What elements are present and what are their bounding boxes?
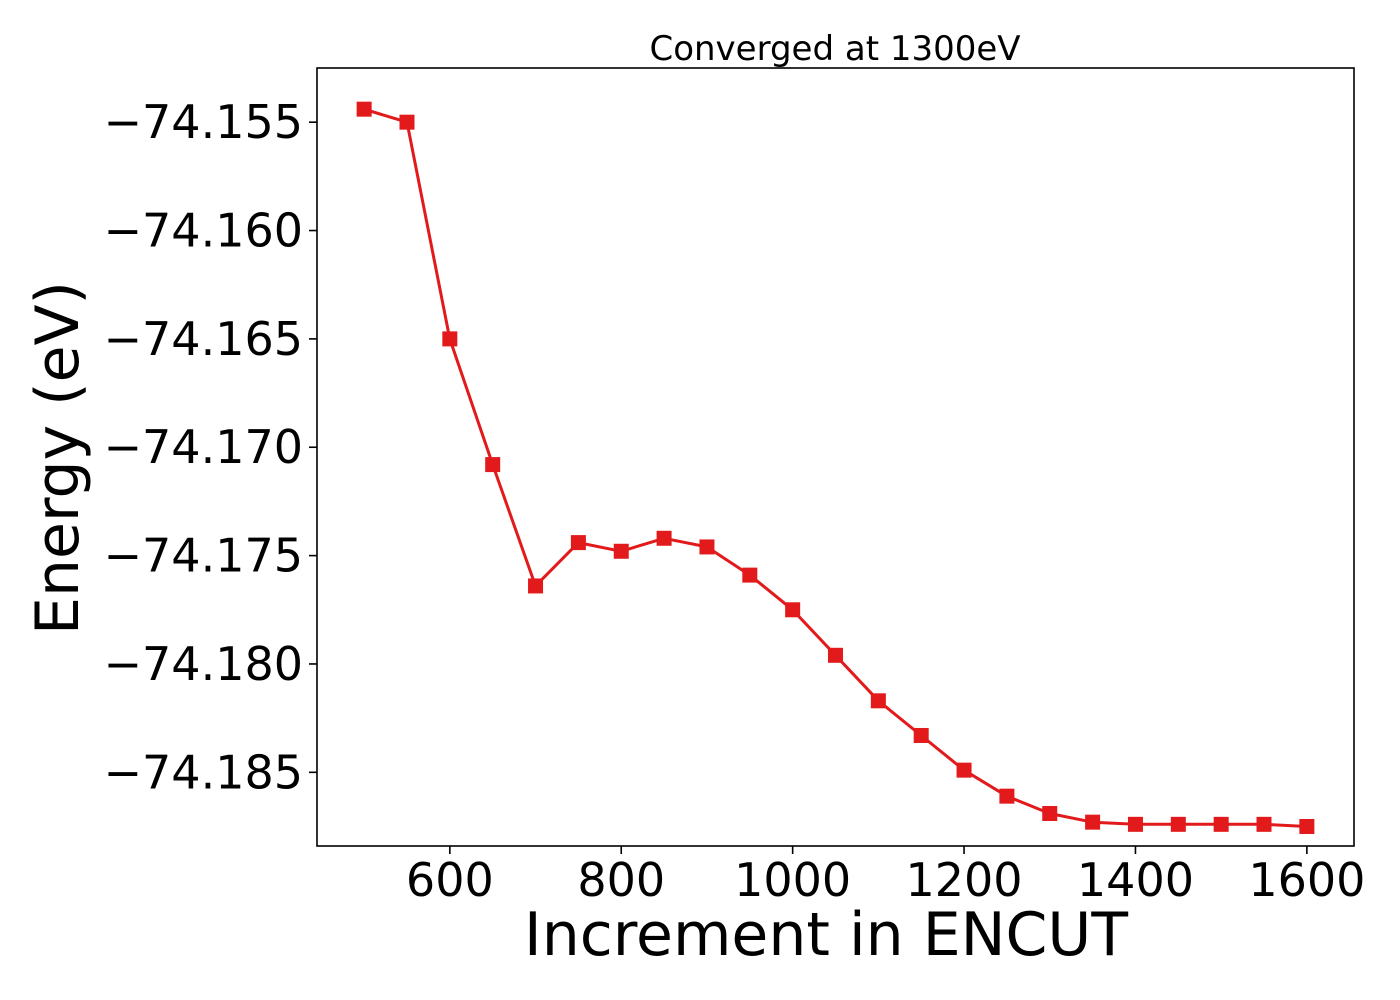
data-point-marker <box>485 457 501 473</box>
data-point-marker <box>1042 805 1058 821</box>
x-tick-label: 800 <box>577 853 665 907</box>
data-point-marker <box>1299 818 1315 834</box>
data-point-marker <box>828 647 843 663</box>
y-tick-label: −74.155 <box>104 95 304 149</box>
data-point-marker <box>356 101 372 117</box>
y-tick-label: −74.170 <box>104 420 304 474</box>
data-point-marker <box>870 693 886 709</box>
x-axis-label: Increment in ENCUT <box>524 900 1128 970</box>
y-tick-label: −74.160 <box>104 204 304 258</box>
plot-frame <box>316 67 1355 847</box>
x-tick-label: 1200 <box>906 853 1023 907</box>
y-tick-label: −74.185 <box>104 745 304 799</box>
data-point-marker <box>1213 816 1229 832</box>
y-tick-label: −74.165 <box>104 312 304 366</box>
data-point-marker <box>956 762 972 778</box>
data-point-marker <box>913 727 929 743</box>
plot-area <box>356 101 1315 834</box>
data-point-marker <box>442 331 458 347</box>
data-point-marker <box>1256 816 1272 832</box>
data-point-marker <box>999 788 1015 804</box>
data-point-marker <box>699 539 715 555</box>
x-tick-label: 1400 <box>1077 853 1194 907</box>
x-axis: 600 800 1000 1200 1400 1600 <box>406 846 1365 907</box>
data-point-marker <box>570 535 586 551</box>
data-point-marker <box>528 578 544 594</box>
y-tick-label: −74.180 <box>104 637 304 691</box>
y-axis: −74.155 −74.160 −74.165 −74.170 −74.175 −74.1… <box>104 95 317 799</box>
data-point-marker <box>613 543 629 559</box>
data-point-marker <box>1085 814 1101 830</box>
data-point-marker <box>1170 816 1186 832</box>
data-point-marker <box>656 530 672 546</box>
x-tick-label: 600 <box>406 853 494 907</box>
y-tick-label: −74.175 <box>104 529 304 583</box>
data-point-marker <box>399 114 415 130</box>
chart-title: Converged at 1300eV <box>649 29 1020 69</box>
data-point-marker <box>742 567 758 583</box>
x-tick-label: 1600 <box>1248 853 1365 907</box>
data-point-marker <box>785 602 801 618</box>
x-tick-label: 1000 <box>734 853 851 907</box>
data-point-marker <box>1127 816 1143 832</box>
y-axis-label: Energy (eV) <box>23 281 93 635</box>
